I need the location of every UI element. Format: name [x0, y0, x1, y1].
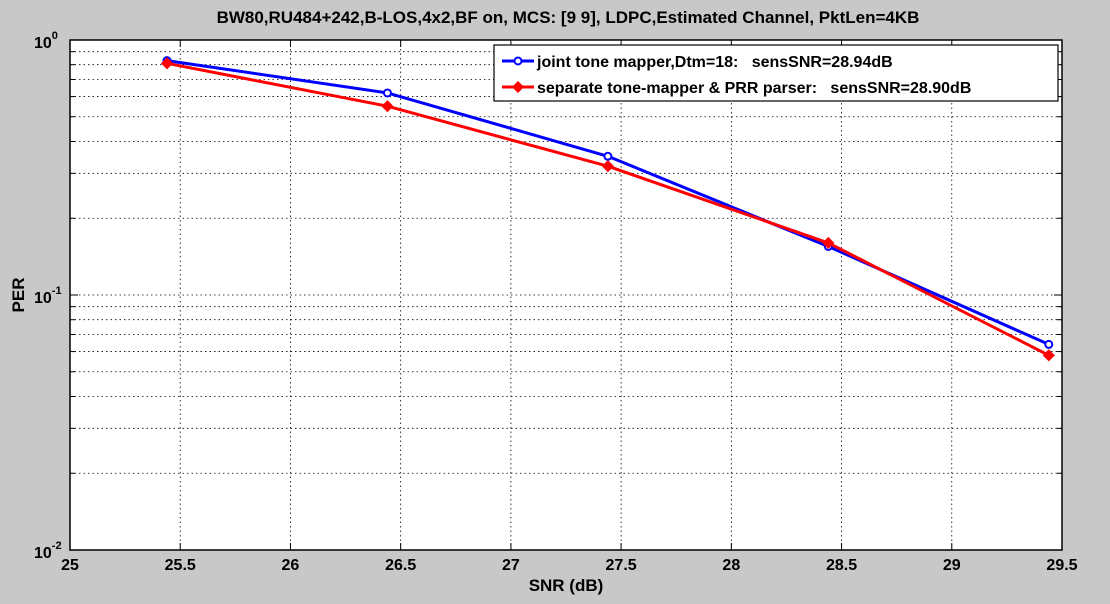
- data-point-marker: [1044, 339, 1054, 349]
- x-tick-label: 28: [722, 557, 740, 574]
- x-tick-label: 27: [502, 557, 520, 574]
- y-tick-label: 100: [34, 30, 58, 52]
- x-tick-label: 25.5: [165, 557, 196, 574]
- x-axis-label: SNR (dB): [529, 576, 604, 595]
- x-tick-label: 28.5: [826, 557, 857, 574]
- series-layer: [160, 56, 1055, 362]
- x-tick-label: 29: [943, 557, 961, 574]
- data-point-marker: [382, 88, 392, 98]
- x-tick-label: 26: [282, 557, 300, 574]
- x-tick-label: 25: [61, 557, 79, 574]
- chart-title: BW80,RU484+242,B-LOS,4x2,BF on, MCS: [9 …: [217, 8, 920, 27]
- x-tick-label: 29.5: [1046, 557, 1077, 574]
- x-tick-label: 26.5: [385, 557, 416, 574]
- data-point-marker: [511, 80, 525, 94]
- legend-box: [493, 44, 1059, 102]
- data-point-marker: [601, 160, 614, 173]
- y-axis-label: PER: [9, 278, 28, 313]
- y-tick-label: 10-1: [34, 285, 62, 307]
- data-point-marker: [1042, 349, 1055, 362]
- data-point-marker: [381, 100, 394, 113]
- x-tick-label: 27.5: [606, 557, 637, 574]
- y-tick-label: 10-2: [34, 540, 62, 562]
- data-point-marker: [603, 151, 613, 161]
- data-point-marker: [513, 56, 523, 66]
- axis-ticks: 25 25.5 26 26.5 27 27.5 28 28.5 29 29.5 100 10-1 10-…: [34, 30, 1078, 574]
- data-point-marker: [822, 236, 835, 250]
- legend-entry-label: joint tone mapper,Dtm=18: sensSNR=28.94d…: [536, 54, 893, 71]
- data-point-marker: [160, 57, 174, 70]
- legend: joint tone mapper,Dtm=18: sensSNR=28.94d…: [493, 44, 1059, 102]
- legend-entry-label: separate tone-mapper & PRR parser: sensS…: [537, 80, 971, 97]
